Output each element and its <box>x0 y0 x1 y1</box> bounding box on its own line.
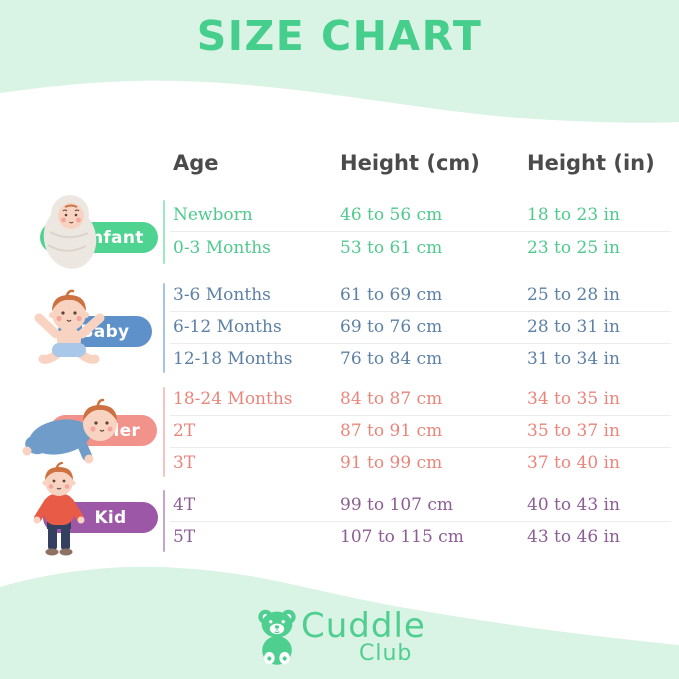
row-separator <box>170 231 671 232</box>
table-row: 0-3 Months 53 to 61 cm 23 to 25 in <box>0 237 679 259</box>
table-row: Newborn 46 to 56 cm 18 to 23 in <box>0 204 679 226</box>
height-in-cell: 31 to 34 in <box>527 349 620 369</box>
group-divider-line <box>163 283 165 373</box>
teddy-bear-icon <box>258 609 296 665</box>
height-in-cell: 18 to 23 in <box>527 205 620 225</box>
row-separator <box>170 447 671 448</box>
table-row: 3T 91 to 99 cm 37 to 40 in <box>0 452 679 474</box>
height-cm-cell: 46 to 56 cm <box>340 205 443 225</box>
table-row: 5T 107 to 115 cm 43 to 46 in <box>0 526 679 548</box>
table-row: 2T 87 to 91 cm 35 to 37 in <box>0 420 679 442</box>
row-separator <box>170 415 671 416</box>
sitting-baby-illustration <box>34 289 105 364</box>
height-in-cell: 28 to 31 in <box>527 317 620 337</box>
height-cm-cell: 53 to 61 cm <box>340 238 443 258</box>
standing-kid-illustration <box>33 462 85 556</box>
age-cell: 3T <box>173 453 196 473</box>
height-cm-cell: 76 to 84 cm <box>340 349 443 369</box>
height-in-cell: 34 to 35 in <box>527 389 620 409</box>
swaddled-infant-illustration <box>43 195 97 269</box>
kid-badge-label: Kid <box>94 507 127 528</box>
table-row: 18-24 Months 84 to 87 cm 34 to 35 in <box>0 388 679 410</box>
group-divider-line <box>163 490 165 552</box>
age-cell: 12-18 Months <box>173 349 293 369</box>
bottom-wave-decoration <box>0 566 679 679</box>
group-baby: Baby 3-6 Months 61 to 69 cm 25 to 28 in <box>0 278 679 378</box>
height-in-cell: 43 to 46 in <box>527 527 620 547</box>
height-cm-cell: 69 to 76 cm <box>340 317 443 337</box>
height-in-cell: 35 to 37 in <box>527 421 620 441</box>
group-infant: Infant Newborn 46 to 56 cm 18 to 23 in 0… <box>0 188 679 272</box>
infant-badge-label: Infant <box>84 227 144 248</box>
header-age: Age <box>173 151 219 175</box>
row-separator <box>170 343 671 344</box>
crawling-toddler-illustration <box>22 398 117 464</box>
age-cell: 3-6 Months <box>173 285 271 305</box>
table-row: 12-18 Months 76 to 84 cm 31 to 34 in <box>0 348 679 370</box>
height-in-cell: 40 to 43 in <box>527 495 620 515</box>
brand-subname: Club <box>359 641 413 666</box>
age-cell: 0-3 Months <box>173 238 271 258</box>
height-cm-cell: 87 to 91 cm <box>340 421 443 441</box>
height-in-cell: 25 to 28 in <box>527 285 620 305</box>
table-row: 6-12 Months 69 to 76 cm 28 to 31 in <box>0 316 679 338</box>
brand-name: Cuddle <box>301 606 426 646</box>
group-toddler: Toddler 18-24 Months 84 to 87 cm 34 to 3… <box>0 382 679 482</box>
page-title: SIZE CHART <box>196 12 483 60</box>
height-in-cell: 37 to 40 in <box>527 453 620 473</box>
group-divider-line <box>163 200 165 264</box>
height-cm-cell: 107 to 115 cm <box>340 527 464 547</box>
row-separator <box>170 311 671 312</box>
header-height-in: Height (in) <box>527 151 655 175</box>
age-cell: 6-12 Months <box>173 317 282 337</box>
age-cell: Newborn <box>173 205 253 225</box>
age-cell: 4T <box>173 495 196 515</box>
top-wave-decoration <box>0 0 679 123</box>
table-row: 4T 99 to 107 cm 40 to 43 in <box>0 494 679 516</box>
header-height-cm: Height (cm) <box>340 151 480 175</box>
table-header: Age Height (cm) Height (in) <box>0 150 679 176</box>
age-cell: 18-24 Months <box>173 389 293 409</box>
height-cm-cell: 91 to 99 cm <box>340 453 443 473</box>
height-cm-cell: 99 to 107 cm <box>340 495 453 515</box>
age-cell: 2T <box>173 421 196 441</box>
row-separator <box>170 521 671 522</box>
group-divider-line <box>163 387 165 477</box>
height-cm-cell: 61 to 69 cm <box>340 285 443 305</box>
height-in-cell: 23 to 25 in <box>527 238 620 258</box>
height-cm-cell: 84 to 87 cm <box>340 389 443 409</box>
group-kid: Kid 4T 99 to 107 cm <box>0 462 679 556</box>
age-cell: 5T <box>173 527 196 547</box>
table-row: 3-6 Months 61 to 69 cm 25 to 28 in <box>0 284 679 306</box>
